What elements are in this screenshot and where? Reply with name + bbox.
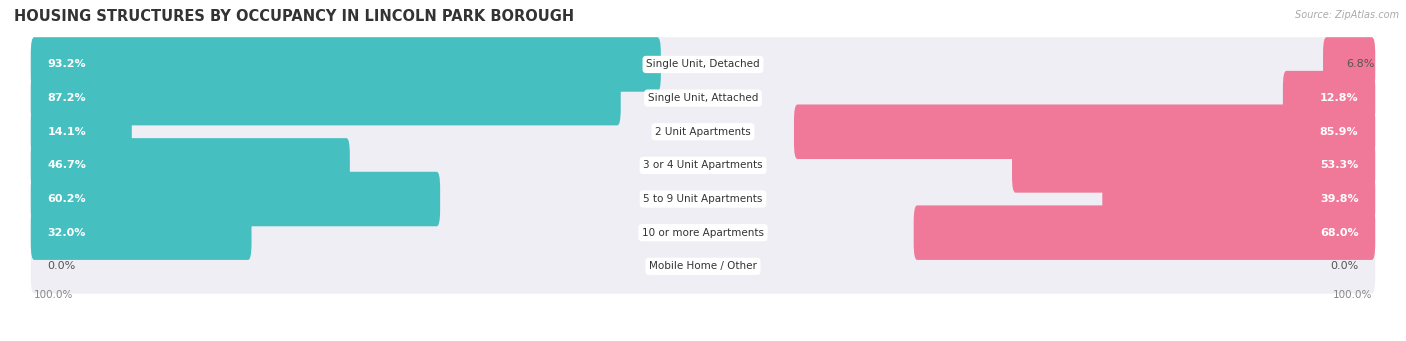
FancyBboxPatch shape [31,138,1375,193]
Text: 0.0%: 0.0% [1330,261,1358,271]
Text: 100.0%: 100.0% [1333,290,1372,300]
Text: 100.0%: 100.0% [34,290,73,300]
Text: 12.8%: 12.8% [1320,93,1358,103]
Text: 85.9%: 85.9% [1320,127,1358,137]
Text: 3 or 4 Unit Apartments: 3 or 4 Unit Apartments [643,160,763,170]
Text: 60.2%: 60.2% [48,194,86,204]
Text: 39.8%: 39.8% [1320,194,1358,204]
Text: HOUSING STRUCTURES BY OCCUPANCY IN LINCOLN PARK BOROUGH: HOUSING STRUCTURES BY OCCUPANCY IN LINCO… [14,9,574,24]
Text: 32.0%: 32.0% [48,228,86,238]
FancyBboxPatch shape [31,138,350,193]
Text: Mobile Home / Other: Mobile Home / Other [650,261,756,271]
Text: 5 to 9 Unit Apartments: 5 to 9 Unit Apartments [644,194,762,204]
FancyBboxPatch shape [31,205,252,260]
FancyBboxPatch shape [1012,138,1375,193]
FancyBboxPatch shape [31,172,440,226]
Text: Single Unit, Attached: Single Unit, Attached [648,93,758,103]
Text: 68.0%: 68.0% [1320,228,1358,238]
FancyBboxPatch shape [1323,37,1375,92]
FancyBboxPatch shape [31,104,132,159]
FancyBboxPatch shape [31,71,620,125]
Text: 6.8%: 6.8% [1347,59,1375,70]
FancyBboxPatch shape [31,37,661,92]
FancyBboxPatch shape [31,172,1375,226]
Text: 46.7%: 46.7% [48,160,86,170]
FancyBboxPatch shape [31,104,1375,159]
Text: 87.2%: 87.2% [48,93,86,103]
FancyBboxPatch shape [1282,71,1375,125]
FancyBboxPatch shape [1102,172,1375,226]
Text: 0.0%: 0.0% [48,261,76,271]
FancyBboxPatch shape [794,104,1375,159]
Text: Source: ZipAtlas.com: Source: ZipAtlas.com [1295,10,1399,20]
Text: 2 Unit Apartments: 2 Unit Apartments [655,127,751,137]
FancyBboxPatch shape [31,71,1375,125]
FancyBboxPatch shape [31,37,1375,92]
Text: 10 or more Apartments: 10 or more Apartments [643,228,763,238]
Text: Single Unit, Detached: Single Unit, Detached [647,59,759,70]
Text: 93.2%: 93.2% [48,59,86,70]
FancyBboxPatch shape [31,205,1375,260]
FancyBboxPatch shape [31,239,1375,294]
Text: 53.3%: 53.3% [1320,160,1358,170]
FancyBboxPatch shape [914,205,1375,260]
Text: 14.1%: 14.1% [48,127,86,137]
